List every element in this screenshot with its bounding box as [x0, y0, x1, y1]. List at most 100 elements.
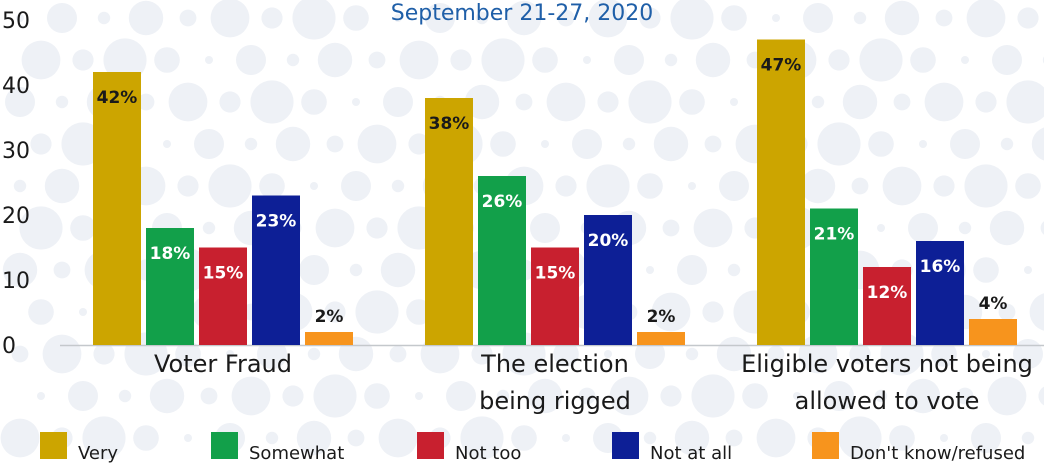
- legend-swatch: [812, 432, 839, 459]
- data-label: 12%: [867, 283, 908, 303]
- chart-subtitle: September 21-27, 2020: [391, 1, 654, 26]
- background-dot: [208, 164, 252, 208]
- legend-swatch: [211, 432, 238, 459]
- bar-somewhat: [478, 176, 526, 345]
- background-dot: [688, 182, 696, 190]
- background-dot: [546, 82, 586, 122]
- background-dot: [727, 263, 741, 277]
- background-dot: [704, 135, 722, 153]
- bar-somewhat: [810, 208, 858, 345]
- background-dot: [964, 164, 1008, 208]
- category-label: Eligible voters not being: [741, 350, 1033, 378]
- background-dot: [614, 45, 644, 75]
- background-dot: [877, 224, 885, 232]
- background-dot: [446, 381, 476, 411]
- background-dot: [364, 383, 390, 409]
- background-dot: [586, 164, 630, 208]
- background-dot: [1015, 173, 1041, 199]
- background-dot: [282, 385, 304, 407]
- background-dot: [772, 14, 780, 22]
- background-dot: [532, 47, 558, 73]
- background-dot: [828, 49, 850, 71]
- background-dot: [0, 418, 40, 458]
- background-dot: [719, 171, 749, 201]
- background-dot: [557, 9, 575, 27]
- y-tick-label: 30: [2, 139, 30, 164]
- legend-label: Don't know/refused: [850, 443, 1025, 464]
- background-dot: [378, 418, 418, 458]
- legend-label: Not at all: [650, 443, 732, 464]
- bar-not-too: [531, 247, 579, 345]
- background-dot: [399, 40, 439, 80]
- background-dot: [179, 9, 197, 27]
- background-dot: [635, 339, 665, 369]
- bar-don-t-know-refused: [969, 319, 1017, 345]
- background-dot: [275, 126, 311, 162]
- background-dot: [315, 208, 355, 248]
- background-dot: [2, 252, 38, 288]
- background-dot: [343, 5, 369, 31]
- background-dot: [578, 387, 596, 405]
- background-dot: [685, 347, 699, 361]
- background-dot: [919, 140, 927, 148]
- bar-don-t-know-refused: [637, 332, 685, 345]
- background-dot: [394, 14, 402, 22]
- background-dot: [664, 53, 678, 67]
- background-dot: [553, 341, 579, 367]
- y-tick-label: 0: [2, 334, 16, 359]
- y-tick-label: 40: [2, 74, 30, 99]
- bar-not-at-all: [252, 195, 300, 345]
- background-dot: [184, 434, 192, 442]
- background-dot: [1013, 339, 1043, 369]
- background-dot: [530, 213, 560, 243]
- background-dot: [853, 11, 867, 25]
- background-dot: [11, 345, 29, 363]
- background-dot: [93, 343, 115, 365]
- background-dot: [366, 217, 388, 239]
- background-dot: [767, 345, 785, 363]
- background-dot: [317, 42, 353, 78]
- background-dot: [82, 416, 126, 460]
- background-dot: [175, 341, 201, 367]
- background-dot: [933, 175, 955, 197]
- data-label: 15%: [535, 264, 576, 284]
- bar-very: [757, 39, 805, 345]
- data-label: 26%: [482, 192, 523, 212]
- background-dot: [604, 350, 612, 358]
- background-dot: [695, 42, 731, 78]
- legend-label: Somewhat: [249, 443, 344, 464]
- background-dot: [637, 173, 663, 199]
- background-dot: [286, 53, 300, 67]
- background-dot: [838, 416, 882, 460]
- background-dot: [19, 206, 63, 250]
- data-label: 47%: [761, 56, 802, 76]
- background-dot: [588, 0, 628, 38]
- background-dot: [677, 255, 707, 285]
- background-dot: [849, 343, 871, 365]
- background-dot: [53, 261, 71, 279]
- background-dot: [583, 56, 591, 64]
- category-label: allowed to vote: [795, 387, 980, 415]
- background-dot: [299, 255, 329, 285]
- background-dot: [355, 290, 399, 334]
- background-dot: [1038, 386, 1044, 406]
- bar-not-too: [199, 247, 247, 345]
- background-dot: [859, 38, 903, 82]
- background-dot: [824, 381, 854, 411]
- legend-label: Not too: [455, 443, 521, 464]
- background-dot: [357, 124, 397, 164]
- bar-not-at-all: [584, 215, 632, 345]
- background-dot: [210, 0, 250, 38]
- background-dot: [1021, 431, 1035, 445]
- background-dot: [42, 334, 82, 374]
- background-dot: [793, 392, 801, 400]
- background-dot: [628, 80, 672, 124]
- data-label: 2%: [647, 307, 676, 327]
- background-dot: [693, 208, 733, 248]
- legend-label: Very: [78, 443, 118, 464]
- bars: 42% 38% 47% 18% 26% 21% 15% 15% 12% 23% 20% 16% 2% 2%…: [93, 39, 1017, 345]
- background-dot: [97, 11, 111, 25]
- bar-not-too: [863, 267, 911, 345]
- background-dot: [5, 87, 35, 117]
- background-dot: [496, 389, 510, 403]
